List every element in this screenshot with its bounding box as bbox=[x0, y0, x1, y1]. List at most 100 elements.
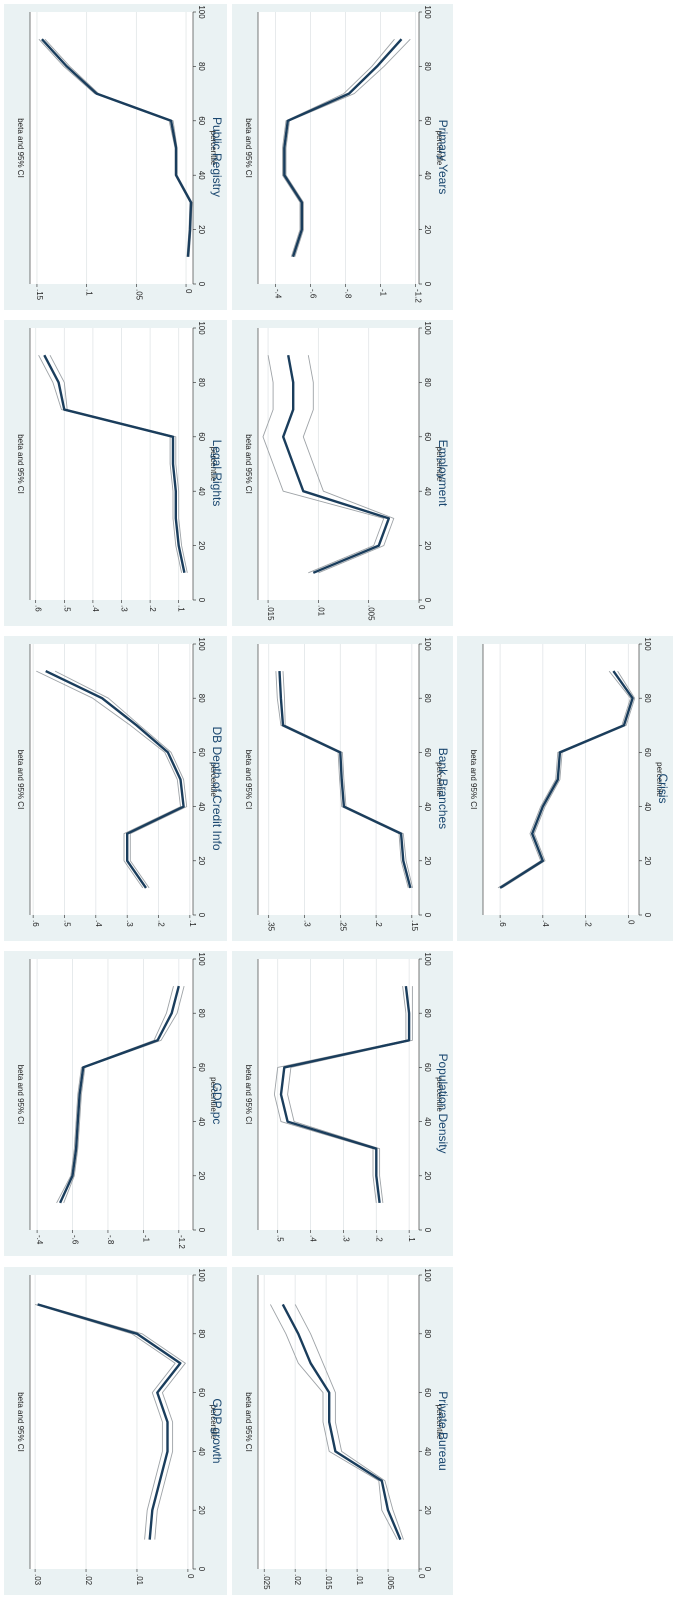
chart-panel-population-density: .1 .2 .3 .4 .5 0 20 40 60 80 100 percentile beta and… bbox=[232, 951, 453, 1256]
series-line-beta bbox=[279, 985, 411, 1204]
value-tick-label: .2 bbox=[148, 605, 157, 612]
value-tick-label: -.6 bbox=[309, 289, 318, 299]
percentile-tick-label: 60 bbox=[197, 1063, 206, 1072]
value-tick-label: -.8 bbox=[344, 289, 353, 299]
value-tick-label: -.6 bbox=[71, 1235, 80, 1245]
percentile-tick-label: 100 bbox=[197, 1268, 206, 1282]
value-axis: -.4 -.6 -.8 -1 -1.2 bbox=[29, 959, 186, 1249]
percentile-tick-label: 80 bbox=[423, 378, 432, 387]
percentile-tick-label: 80 bbox=[423, 62, 432, 71]
value-tick-label: .01 bbox=[316, 605, 325, 617]
value-tick-label: .005 bbox=[367, 605, 376, 621]
percentile-axis: 0 20 40 60 80 100 bbox=[418, 5, 432, 287]
percentile-tick-label: 40 bbox=[423, 1117, 432, 1126]
percentile-tick-label: 0 bbox=[423, 913, 432, 918]
y-axis-label: beta and 95% CI bbox=[469, 750, 478, 810]
percentile-tick-label: 100 bbox=[423, 637, 432, 651]
percentile-tick-label: 20 bbox=[423, 1506, 432, 1515]
value-tick-label: .02 bbox=[293, 1574, 302, 1586]
series-line-ci-upper bbox=[282, 38, 395, 257]
series-line-ci-lower bbox=[49, 354, 188, 573]
x-axis-label: percentile bbox=[655, 762, 664, 797]
plot-area bbox=[30, 1275, 193, 1569]
percentile-tick-label: 80 bbox=[197, 694, 206, 703]
x-axis-label: percentile bbox=[435, 1077, 444, 1112]
percentile-axis: 0 20 40 60 80 100 bbox=[418, 637, 432, 918]
value-tick-label: -1 bbox=[379, 289, 388, 297]
chart-title: Public Registry bbox=[210, 117, 224, 197]
x-axis-label: percentile bbox=[209, 447, 218, 482]
percentile-tick-label: 100 bbox=[643, 637, 652, 651]
x-axis-label: percentile bbox=[209, 1077, 218, 1112]
series-line-ci-lower bbox=[40, 1303, 186, 1540]
plot-area bbox=[30, 959, 193, 1230]
value-tick-label: .2 bbox=[374, 1235, 383, 1242]
value-tick-label: 0 bbox=[626, 920, 635, 925]
percentile-tick-label: 0 bbox=[197, 1228, 206, 1233]
series-line-beta bbox=[281, 1303, 402, 1541]
value-tick-label: .4 bbox=[541, 920, 550, 927]
series-line-beta bbox=[282, 354, 390, 574]
series-line-ci-lower bbox=[63, 985, 185, 1204]
y-axis-label: beta and 95% CI bbox=[244, 1065, 253, 1125]
series-line-beta bbox=[499, 670, 634, 889]
percentile-tick-label: 0 bbox=[197, 598, 206, 603]
percentile-axis: 0 20 40 60 80 100 bbox=[192, 637, 206, 918]
percentile-tick-label: 40 bbox=[643, 802, 652, 811]
chart-title: Primary Years bbox=[436, 120, 450, 195]
percentile-tick-label: 100 bbox=[197, 321, 206, 335]
percentile-tick-label: 80 bbox=[423, 1009, 432, 1018]
plot-area bbox=[30, 644, 193, 915]
chart-panel-crisis: 0 .2 .4 .6 0 20 40 60 80 100 percentile beta and 95… bbox=[457, 636, 673, 941]
y-axis-label: beta and 95% CI bbox=[16, 1392, 25, 1452]
value-tick-label: .1 bbox=[407, 1235, 416, 1242]
value-axis: .1 .2 .3 .4 .5 .6 bbox=[29, 328, 186, 612]
x-axis-label: percentile bbox=[435, 447, 444, 482]
percentile-tick-label: 40 bbox=[197, 802, 206, 811]
chart-title: Population Density bbox=[436, 1053, 450, 1153]
chart-title: Bank Branches bbox=[436, 748, 450, 829]
chart-panel-bank-branches: .15 .2 .25 .3 .35 0 20 40 60 80 100 percentile beta … bbox=[232, 636, 453, 941]
chart-panel-db-depth-of-credit-info: .1 .2 .3 .4 .5 .6 0 20 40 60 80 100 percentile beta a… bbox=[4, 636, 227, 941]
value-tick-label: 0 bbox=[186, 1574, 195, 1579]
value-tick-label: -1.2 bbox=[177, 1235, 186, 1249]
series-line-ci-lower bbox=[285, 38, 411, 257]
percentile-tick-label: 20 bbox=[423, 225, 432, 234]
percentile-tick-label: 0 bbox=[197, 282, 206, 287]
percentile-tick-label: 20 bbox=[197, 225, 206, 234]
percentile-tick-label: 60 bbox=[423, 748, 432, 757]
value-tick-label: .15 bbox=[410, 920, 419, 932]
series-line-ci-upper bbox=[34, 1303, 176, 1540]
plot-area bbox=[483, 644, 639, 915]
chart-title: Crisis bbox=[656, 774, 670, 804]
series-line-ci-upper bbox=[56, 985, 174, 1204]
series-line-ci-upper bbox=[273, 986, 407, 1203]
plot-area bbox=[30, 328, 193, 600]
series-line-beta bbox=[37, 1303, 182, 1540]
y-axis-label: beta and 95% CI bbox=[16, 118, 25, 178]
value-tick-label: 0 bbox=[417, 605, 426, 610]
y-axis-label: beta and 95% CI bbox=[244, 750, 253, 810]
percentile-tick-label: 20 bbox=[197, 541, 206, 550]
plot-area bbox=[258, 328, 419, 600]
value-tick-label: .2 bbox=[157, 920, 166, 927]
y-axis-label: beta and 95% CI bbox=[244, 1392, 253, 1452]
x-axis-label: percentile bbox=[435, 762, 444, 797]
percentile-tick-label: 60 bbox=[423, 116, 432, 125]
x-axis-label: percentile bbox=[209, 131, 218, 166]
series-line-ci-upper bbox=[497, 670, 631, 889]
percentile-tick-label: 60 bbox=[423, 1063, 432, 1072]
value-tick-label: -1 bbox=[141, 1235, 150, 1243]
percentile-tick-label: 40 bbox=[423, 171, 432, 180]
percentile-tick-label: 60 bbox=[643, 748, 652, 757]
value-axis: -.4 -.6 -.8 -1 -1.2 bbox=[257, 12, 423, 303]
value-tick-label: -.4 bbox=[35, 1235, 44, 1245]
chart-panel-private-bureau: 0 .005 .01 .015 .02 .025 0 20 40 60 80 100 percentil… bbox=[232, 1267, 453, 1595]
value-tick-label: -1.2 bbox=[414, 289, 423, 303]
chart-title: GDP pc bbox=[210, 1083, 224, 1125]
series-line-beta bbox=[283, 38, 403, 258]
percentile-tick-label: 100 bbox=[423, 5, 432, 19]
value-tick-label: -.4 bbox=[274, 289, 283, 299]
chart-panel-employment: 0 .005 .01 .015 0 20 40 60 80 100 percentile beta a… bbox=[232, 320, 453, 626]
value-tick-label: .3 bbox=[303, 920, 312, 927]
